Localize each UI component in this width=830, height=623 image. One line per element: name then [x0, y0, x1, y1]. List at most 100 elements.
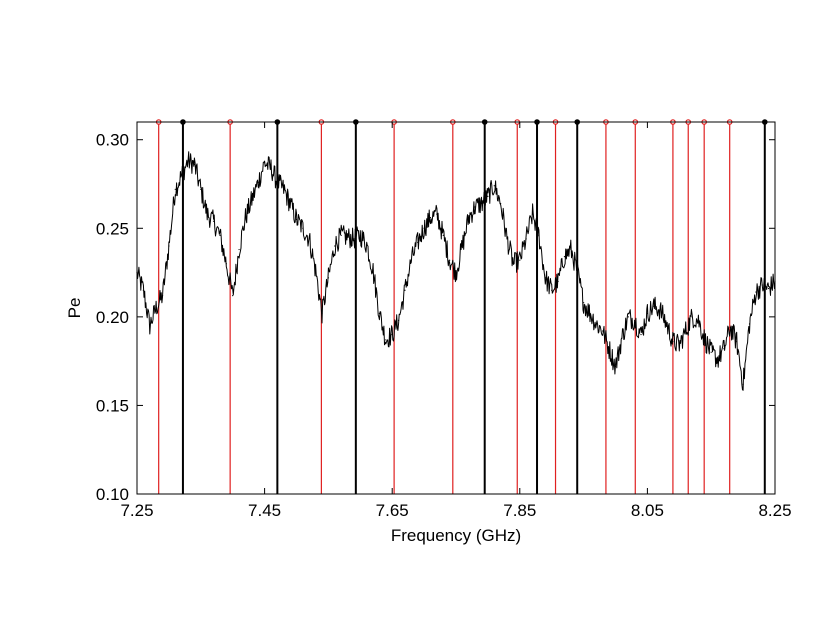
x-tick-label: 7.25 — [120, 501, 153, 520]
data-point — [187, 160, 189, 162]
data-point — [570, 248, 572, 251]
y-tick-label: 0.20 — [96, 308, 129, 327]
data-point — [251, 199, 253, 201]
y-tick-label: 0.25 — [96, 219, 129, 238]
data-point — [474, 206, 476, 208]
data-point — [295, 218, 298, 221]
data-point — [589, 312, 591, 314]
data-point — [429, 217, 432, 219]
data-point — [723, 348, 725, 350]
data-point — [193, 163, 196, 166]
data-point — [500, 202, 502, 205]
data-point — [200, 188, 202, 190]
data-point — [678, 344, 680, 346]
data-point — [608, 348, 610, 350]
data-point — [404, 289, 406, 291]
data-point — [219, 234, 221, 236]
data-point — [257, 181, 259, 183]
y-axis-title: Pe — [65, 298, 84, 319]
data-point — [315, 270, 317, 272]
data-point — [340, 234, 342, 236]
y-tick-label: 0.10 — [96, 485, 129, 504]
data-point — [161, 295, 164, 297]
data-point — [761, 284, 763, 286]
data-point — [264, 162, 266, 164]
y-tick-label: 0.15 — [96, 396, 129, 415]
data-point — [519, 259, 521, 261]
data-point — [729, 326, 731, 329]
x-tick-label: 7.65 — [376, 501, 409, 520]
data-point — [627, 316, 629, 318]
data-point — [493, 185, 495, 187]
data-point — [149, 325, 151, 327]
data-point — [621, 337, 623, 339]
data-point — [544, 277, 546, 279]
data-point — [468, 217, 470, 219]
data-point — [302, 227, 304, 229]
data-point — [372, 270, 374, 272]
data-point — [487, 195, 489, 197]
data-point — [653, 305, 655, 307]
plot-area — [137, 122, 775, 494]
data-point — [321, 312, 323, 314]
data-point — [270, 167, 272, 169]
data-point — [155, 307, 157, 309]
series-layer — [136, 151, 776, 391]
data-point — [461, 245, 463, 247]
data-point — [672, 341, 674, 343]
data-point — [614, 365, 617, 368]
data-point — [563, 256, 566, 258]
plot-background — [137, 122, 775, 494]
data-point — [449, 259, 451, 261]
x-axis-title: Frequency (GHz) — [391, 526, 521, 545]
data-point — [391, 333, 393, 336]
data-point — [525, 238, 527, 240]
data-point — [665, 323, 668, 325]
data-point — [346, 236, 349, 238]
data-point — [557, 280, 559, 283]
data-point — [480, 202, 483, 205]
data-point — [206, 213, 208, 215]
data-point — [359, 234, 361, 236]
data-point — [385, 339, 387, 341]
data-point — [397, 319, 400, 321]
data-point — [748, 323, 751, 325]
data-point — [353, 238, 355, 240]
x-tick-label: 8.05 — [631, 501, 664, 520]
y-tick-label: 0.30 — [96, 131, 129, 150]
axes — [136, 121, 776, 495]
data-point — [212, 220, 215, 222]
data-point — [691, 316, 693, 318]
data-point — [755, 291, 757, 293]
marker-lines — [155, 119, 768, 494]
data-point — [442, 234, 444, 236]
data-point — [334, 245, 336, 247]
data-point — [378, 312, 381, 314]
data-point — [238, 248, 240, 251]
data-point — [366, 243, 368, 245]
data-point — [276, 181, 278, 183]
data-point — [225, 263, 227, 265]
data-point — [289, 202, 291, 205]
data-point — [551, 289, 553, 291]
data-point — [736, 341, 738, 343]
data-point — [576, 270, 578, 272]
axes-frame — [136, 121, 776, 495]
data-point — [244, 217, 247, 219]
data-point — [181, 174, 183, 176]
data-point — [583, 302, 585, 304]
data-point — [640, 333, 642, 336]
data-point — [232, 295, 234, 297]
data-point — [716, 358, 719, 360]
data-point — [768, 287, 770, 290]
data-point — [634, 319, 636, 321]
data-point — [168, 245, 170, 247]
data-point — [455, 271, 457, 274]
data-point — [697, 319, 700, 321]
data-point — [417, 241, 419, 244]
data-point — [531, 213, 534, 215]
ticks: 7.25 7.45 7.65 7.85 8.05 8.25 0.10 0.15 0.20 0.25… — [96, 122, 792, 520]
data-point — [410, 259, 412, 261]
data-point — [742, 383, 744, 385]
